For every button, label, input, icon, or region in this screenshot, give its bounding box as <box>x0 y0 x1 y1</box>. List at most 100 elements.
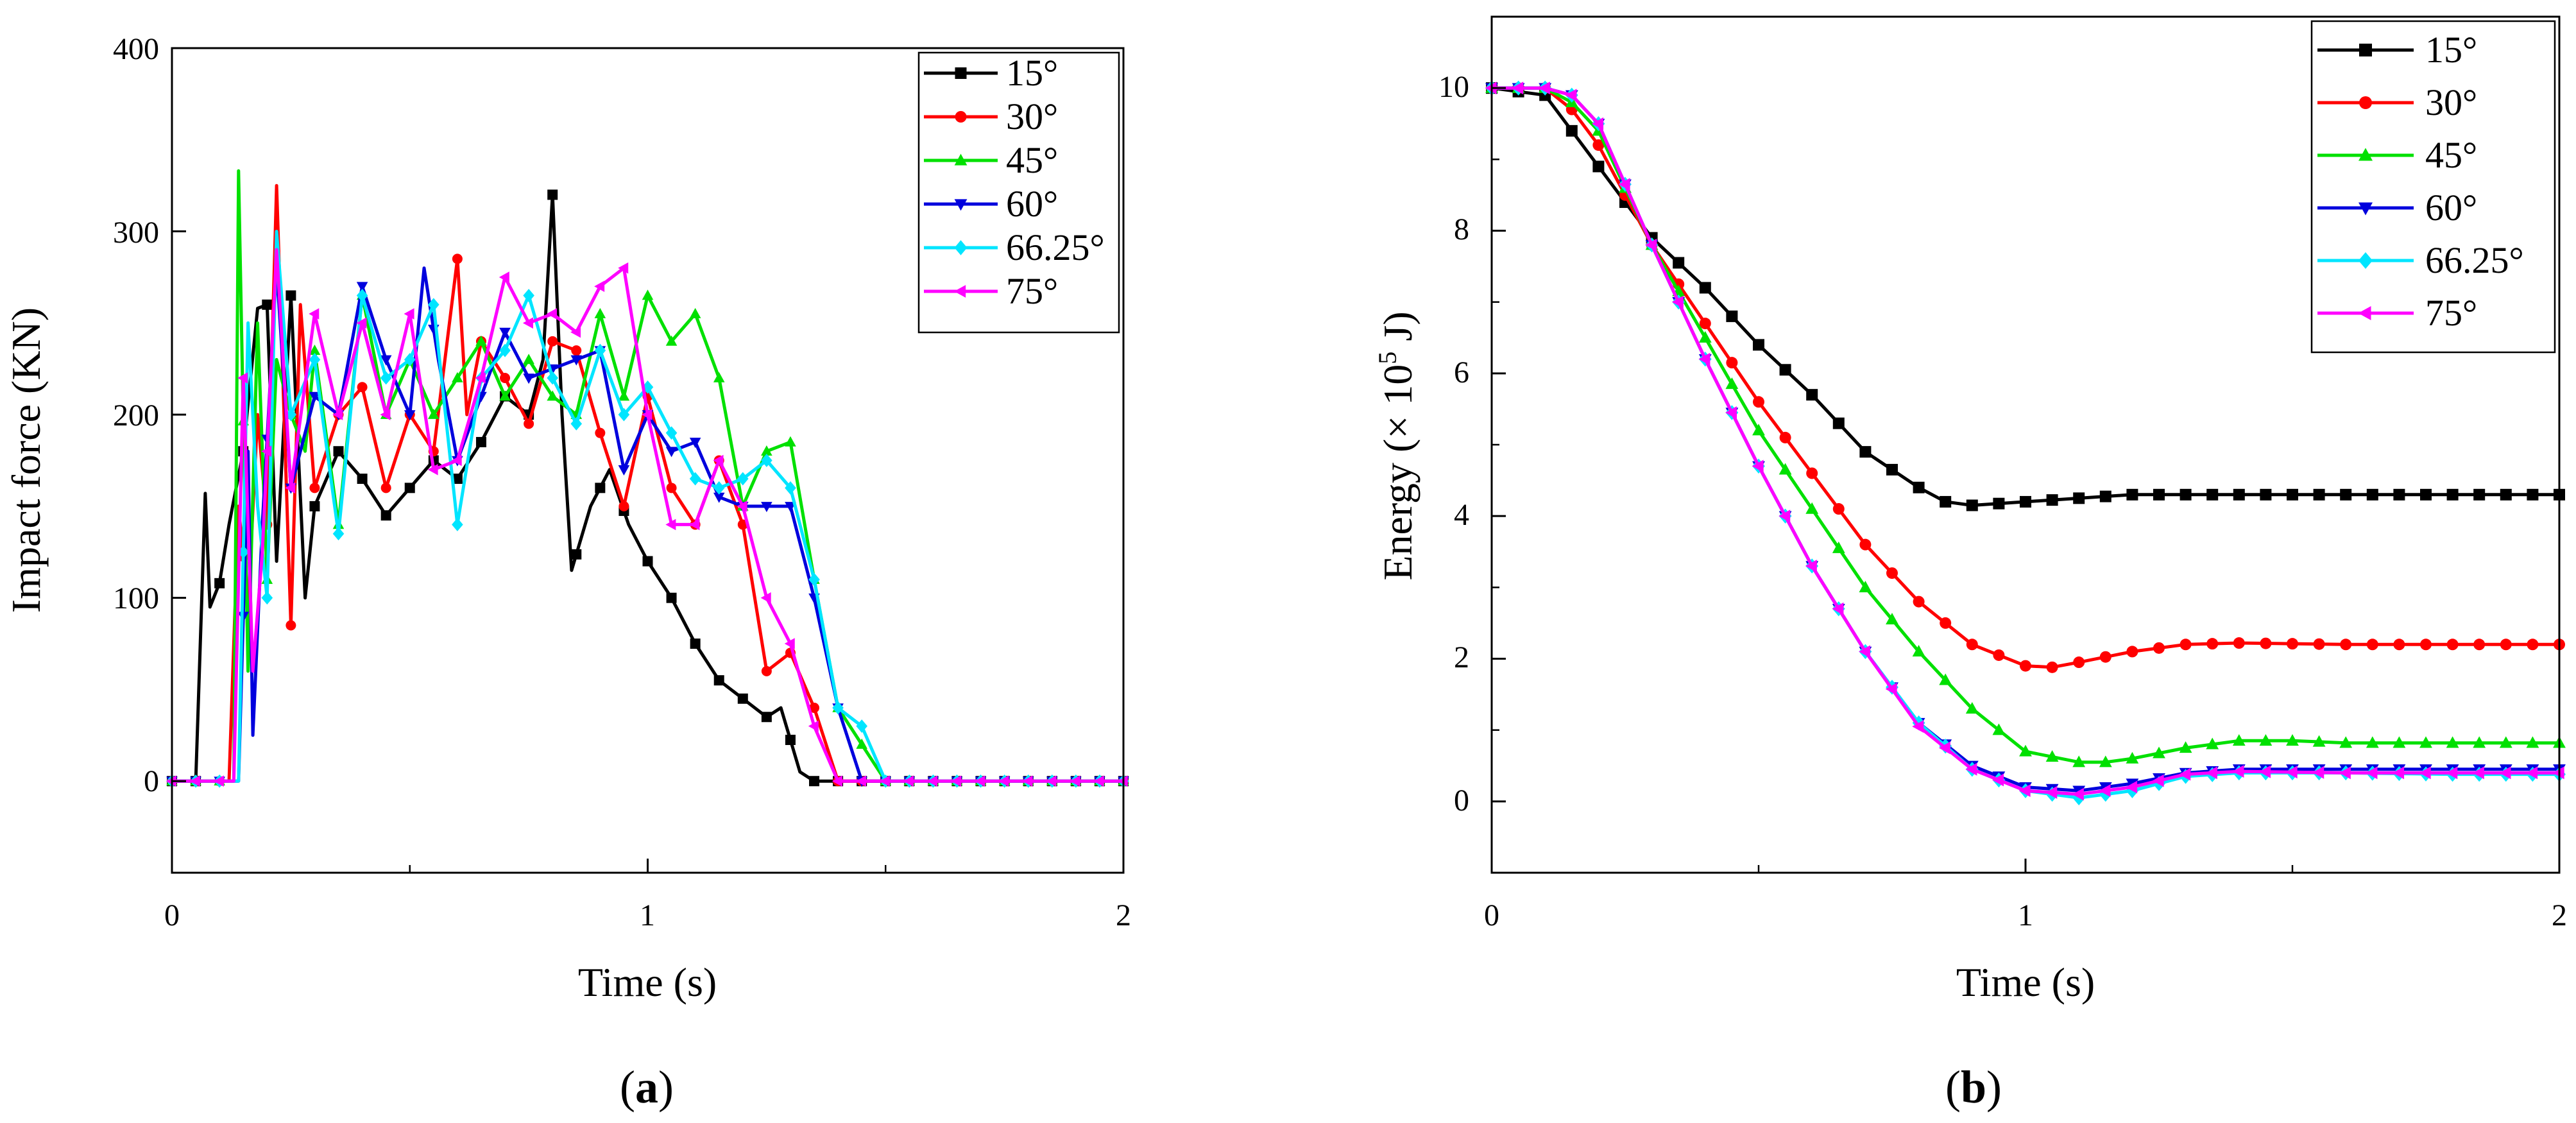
series-marker <box>689 519 700 531</box>
legend-frame-a <box>917 51 1120 334</box>
legend-marker <box>954 240 968 255</box>
series-marker <box>2420 639 2432 651</box>
series-marker <box>475 335 487 346</box>
series-marker <box>2073 656 2085 669</box>
series-marker <box>2233 488 2245 501</box>
series-marker <box>2285 766 2298 779</box>
series-marker <box>737 501 747 512</box>
series-marker <box>761 454 772 467</box>
series-line <box>172 248 1123 783</box>
series-marker <box>571 549 582 560</box>
series-marker <box>2099 490 2111 502</box>
series-marker <box>1698 330 1712 343</box>
series-marker <box>2312 735 2326 747</box>
series-marker <box>285 482 296 494</box>
series-marker <box>404 308 414 320</box>
series-marker <box>356 317 367 329</box>
series-marker <box>2232 733 2246 746</box>
series-marker <box>1939 673 1952 685</box>
series-marker <box>1859 645 1871 658</box>
series-marker <box>1726 357 1738 369</box>
series-marker <box>2046 661 2058 673</box>
series-marker <box>2072 755 2086 767</box>
legend-marker <box>2358 202 2373 216</box>
series-marker <box>2153 488 2165 501</box>
series-marker <box>1645 238 1657 252</box>
series-marker <box>261 591 273 605</box>
series-marker <box>1806 467 1818 479</box>
series-marker <box>1938 741 1950 755</box>
series-marker <box>2527 488 2539 501</box>
series-marker <box>2473 736 2486 748</box>
series-marker <box>356 282 368 293</box>
series-marker <box>998 775 1009 787</box>
series-marker <box>832 775 842 787</box>
series-marker <box>2286 733 2299 746</box>
series-marker <box>2366 766 2378 780</box>
series-marker <box>2339 736 2353 748</box>
series-marker <box>1993 649 2005 661</box>
series-marker <box>523 373 534 384</box>
series-marker <box>1886 613 1898 625</box>
axis-ticks-a <box>171 47 1125 873</box>
chart-panel-b: 10 8 6 4 2 0 0 1 2 Time (s) Energy (× 10… <box>1373 15 2567 1113</box>
legend-marker <box>2358 148 2373 161</box>
series-marker <box>499 327 511 338</box>
series-marker <box>2287 638 2298 650</box>
series-marker <box>595 483 606 493</box>
series-marker <box>1022 775 1033 787</box>
series-marker <box>2366 639 2378 651</box>
legend-label: 30° <box>2425 81 2477 123</box>
series-marker <box>808 720 819 732</box>
series-marker <box>665 426 678 440</box>
series-marker <box>213 775 224 787</box>
series-marker <box>2179 488 2192 501</box>
series-marker <box>618 262 629 274</box>
series-marker <box>785 734 796 745</box>
series-marker <box>2126 751 2139 764</box>
plot-series-b <box>1485 80 2566 805</box>
series-marker <box>1725 406 1737 419</box>
legend-marker <box>2358 306 2371 320</box>
series-marker <box>452 474 463 484</box>
series-marker <box>761 712 772 723</box>
series-marker <box>713 675 724 686</box>
series-marker <box>452 518 463 531</box>
series-marker <box>1618 178 1630 191</box>
series-marker <box>2179 767 2191 781</box>
legend-label: 60° <box>2425 187 2477 228</box>
series-marker <box>2045 786 2058 799</box>
series-marker <box>1046 775 1057 787</box>
series-marker <box>1671 295 1684 309</box>
series-marker <box>2499 736 2512 748</box>
y-axis-title: Energy (× 105 J) <box>1373 311 1420 580</box>
series-marker <box>713 492 725 503</box>
series-marker <box>856 738 867 749</box>
series-marker <box>2446 639 2459 651</box>
x-tick-label: 2 <box>1116 898 1131 932</box>
series-marker <box>594 307 606 318</box>
series-marker <box>1965 762 1977 776</box>
series-marker <box>665 519 676 531</box>
series-marker <box>309 353 321 366</box>
y-tick-label: 400 <box>113 32 159 66</box>
series-marker <box>1886 463 1898 476</box>
series-marker <box>2446 488 2459 501</box>
series-marker <box>2126 646 2138 658</box>
series-marker <box>690 639 701 649</box>
x-tick-label: 1 <box>2018 898 2033 932</box>
legend-frame-b <box>2310 20 2556 354</box>
series-marker <box>404 410 416 421</box>
legend-label: 75° <box>2425 292 2477 334</box>
x-tick-label: 0 <box>164 898 180 932</box>
legend-marker <box>955 67 967 79</box>
series-marker <box>427 463 438 476</box>
series-marker <box>2313 488 2325 501</box>
series-marker <box>903 775 914 787</box>
series-marker <box>522 317 533 329</box>
series-marker <box>1940 617 1952 629</box>
legend-marker <box>954 153 968 166</box>
series-marker <box>2099 755 2112 767</box>
series-marker <box>594 343 606 357</box>
